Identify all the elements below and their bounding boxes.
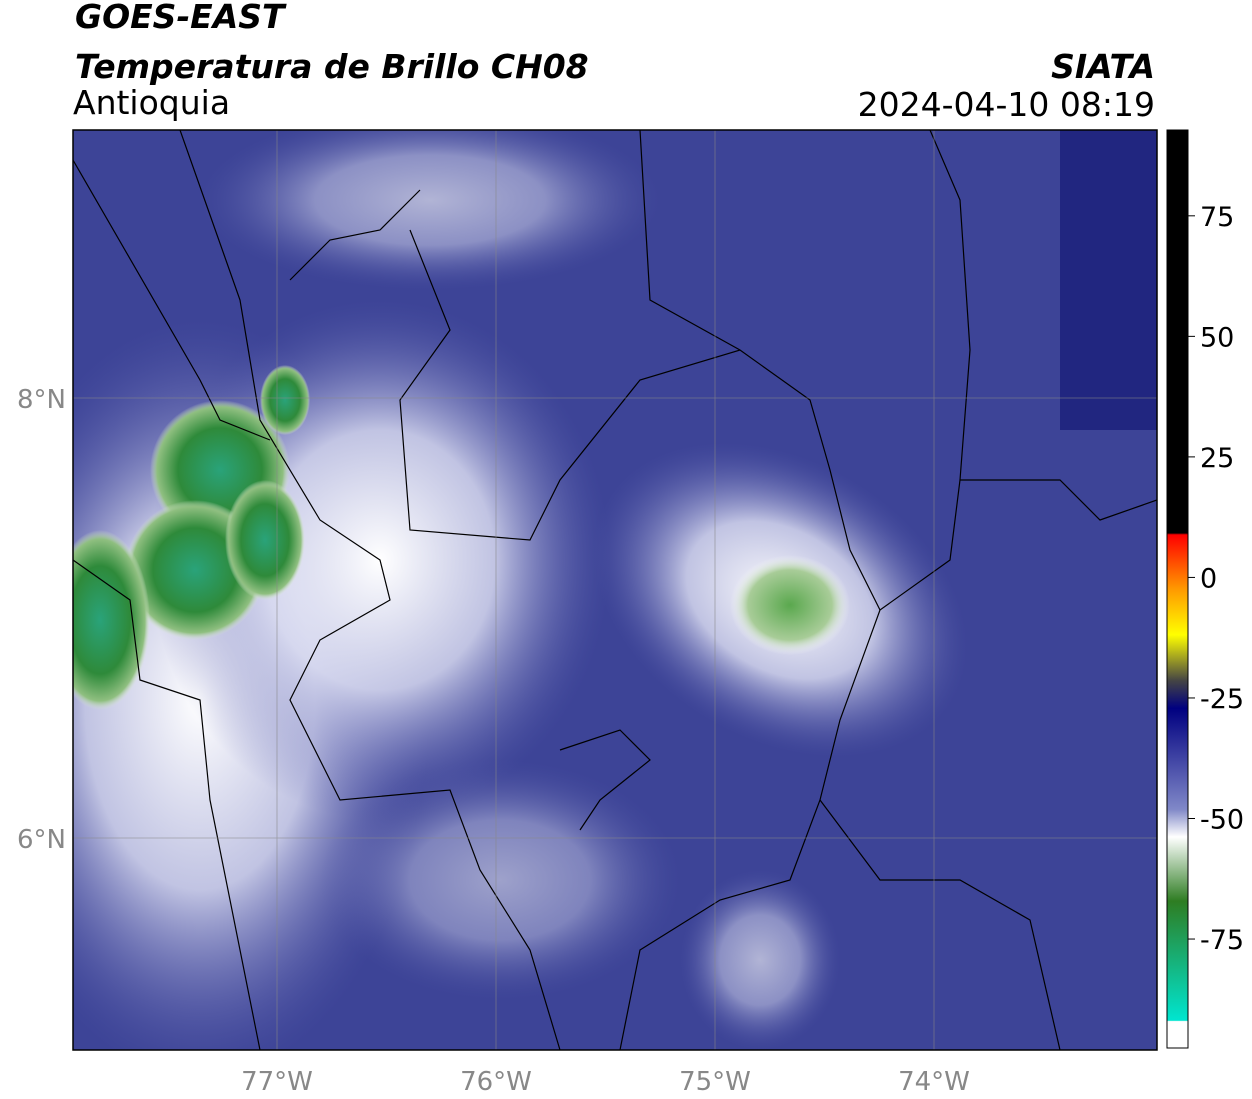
source: SIATA	[1051, 47, 1155, 86]
title: GOES-EAST	[75, 0, 287, 36]
lat-label: 6°N	[17, 825, 66, 855]
lon-label: 77°W	[241, 1067, 313, 1097]
map-frame	[72, 129, 1158, 1051]
region: Antioquia	[73, 83, 230, 122]
subtitle: Temperatura de Brillo CH08	[75, 47, 589, 86]
lon-label: 74°W	[898, 1067, 970, 1097]
datetime: 2024-04-10 08:19	[858, 85, 1155, 124]
colorbar-tick-label: 0	[1200, 563, 1217, 594]
colorbar-tick-label: -75	[1200, 925, 1244, 956]
lat-label: 8°N	[17, 385, 66, 415]
map	[73, 130, 1157, 1050]
lon-label: 75°W	[679, 1067, 751, 1097]
colorbar-tick-label: 75	[1200, 202, 1234, 233]
lon-label: 76°W	[460, 1067, 532, 1097]
colorbar-ticks: 75 50 25 0 -25 -50 -75	[1188, 202, 1244, 956]
colorbar-tick-label: 50	[1200, 322, 1234, 353]
colorbar	[1166, 129, 1189, 1049]
colorbar-tick-label: -25	[1200, 684, 1244, 715]
colorbar-tick-label: -50	[1200, 805, 1244, 836]
colorbar-tick-label: 25	[1200, 443, 1234, 474]
